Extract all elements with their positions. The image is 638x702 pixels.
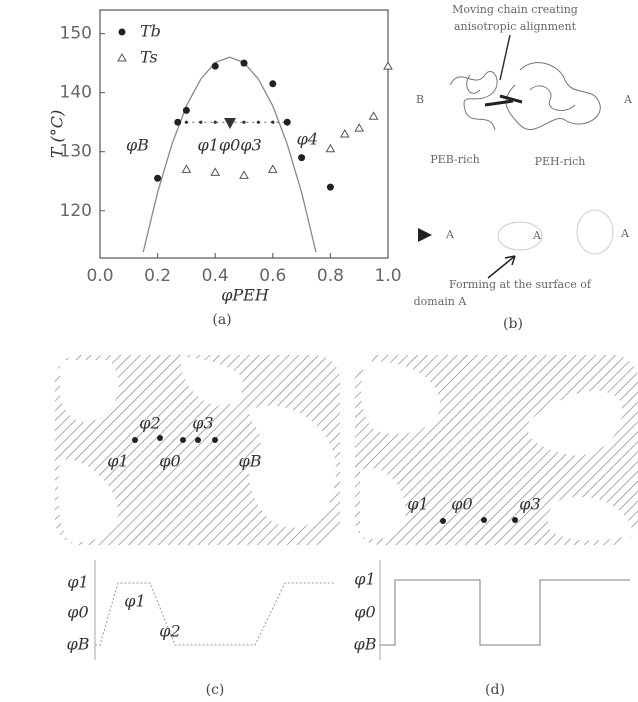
level-label: φ1 [67, 573, 88, 592]
x-tick-label: 0.2 [144, 266, 171, 286]
arrow [500, 35, 510, 80]
spinodal-curve [143, 57, 316, 252]
y-tick-label: 120 [60, 201, 92, 221]
isotherm-point [185, 121, 188, 124]
annotation: φ4 [297, 129, 318, 148]
y-tick-label: 140 [60, 83, 92, 103]
caption: (a) [212, 312, 231, 328]
phase-label: φB [239, 452, 262, 471]
label: A [620, 227, 630, 240]
level-label: φ0 [67, 603, 88, 622]
panel-d: φ1 φ0 φ3 φ1 φ0 φB (d) [354, 355, 638, 698]
phase-label: φ1 [107, 452, 128, 471]
y-tick-label: 130 [60, 142, 92, 162]
label: PEH-rich [535, 155, 586, 168]
label: A [532, 229, 542, 242]
x-tick-label: 0.6 [259, 266, 286, 286]
legend-marker [118, 54, 126, 61]
point [370, 112, 378, 119]
legend-label: Tb [140, 22, 161, 41]
isotherm-point [214, 121, 217, 124]
x-tick-label: 1.0 [374, 266, 401, 286]
x-tick-label: 0.8 [317, 266, 344, 286]
point [269, 80, 276, 87]
point [341, 130, 349, 137]
isotherm-point [228, 121, 231, 124]
arrow-marker [418, 228, 432, 242]
chain-squiggle [506, 63, 600, 130]
note-line: domain A [414, 295, 468, 308]
point [326, 145, 334, 152]
label: PEB-rich [430, 153, 479, 166]
phase-label: φ3 [192, 414, 213, 433]
level-label: φ0 [354, 603, 375, 622]
chain-squiggle [450, 72, 497, 130]
alignment-arrow [485, 96, 522, 105]
label: A [445, 228, 455, 241]
point [241, 60, 248, 67]
point [182, 165, 190, 172]
level-label: φ1 [354, 570, 375, 589]
point [355, 124, 363, 131]
legend-marker [119, 29, 126, 36]
x-tick-label: 0.0 [86, 266, 113, 286]
level-label: φB [354, 635, 377, 654]
point [174, 119, 181, 126]
domain [577, 210, 613, 254]
annotation: φB [126, 135, 149, 154]
phase-label: φ0 [159, 452, 180, 471]
label: A [623, 93, 633, 106]
point [211, 168, 219, 175]
annotation: φ1φ0φ3 [198, 135, 262, 154]
x-axis-label: φPEH [221, 286, 270, 305]
note-line: Forming at the surface of [449, 278, 592, 291]
point [154, 175, 161, 182]
isotherm-point [271, 121, 274, 124]
title-line: Moving chain creating [452, 3, 578, 16]
point [298, 154, 305, 161]
phase-label: φ3 [519, 495, 540, 514]
x-tick-label: 0.4 [202, 266, 229, 286]
caption: (d) [485, 682, 505, 698]
point [183, 107, 190, 114]
isotherm-point [242, 121, 245, 124]
profile [380, 580, 630, 645]
legend-label: Ts [140, 48, 158, 67]
isotherm-point [257, 121, 260, 124]
caption: (c) [206, 682, 225, 698]
figure: φPEH T (°C) (a) Moving chain creating an… [0, 0, 638, 702]
point [212, 63, 219, 70]
level-label: φB [67, 635, 90, 654]
panel-b: Moving chain creating anisotropic alignm… [414, 3, 633, 332]
caption: (b) [503, 316, 523, 332]
point [384, 62, 392, 69]
isotherm-point [199, 121, 202, 124]
title-line: anisotropic alignment [454, 20, 577, 33]
arrow [488, 256, 515, 278]
label: B [416, 93, 424, 106]
phase-label: φ0 [451, 495, 472, 514]
phase-label: φ2 [139, 414, 160, 433]
point [327, 184, 334, 191]
point [269, 165, 277, 172]
point [240, 171, 248, 178]
phase-label: φ1 [407, 495, 428, 514]
profile-label: φ1 [124, 592, 145, 611]
profile-label: φ2 [159, 622, 180, 641]
point [284, 119, 291, 126]
panel-c: φ2 φ1 φ0 φ3 φB φ1 φ0 φB φ1 φ2 (c) [55, 355, 340, 698]
y-tick-label: 150 [60, 24, 92, 44]
